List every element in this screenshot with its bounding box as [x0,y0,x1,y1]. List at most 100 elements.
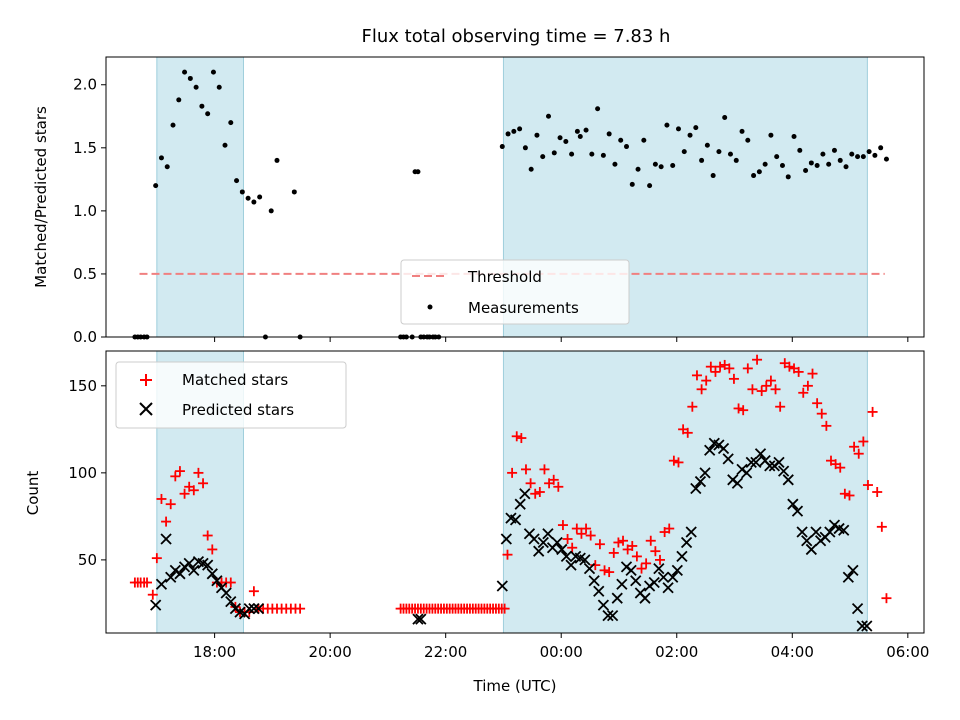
predicted-star-stroke2 [415,613,427,625]
predicted-star-stroke2 [155,578,168,590]
matched-star-point [738,405,749,416]
measurement-point [831,147,837,153]
predicted-star-stroke2 [639,592,651,604]
predicted-star-stroke2 [754,448,767,460]
predicted-star-point [787,498,799,510]
predicted-star-point [533,545,545,557]
matched-star-point [802,380,813,391]
predicted-star-point [662,582,674,594]
measurement-point [791,133,797,139]
predicted-star-stroke2 [777,465,790,477]
measurement-point [878,145,884,151]
legend-matched-label: Matched stars [182,371,288,389]
predicted-star-point [188,564,200,576]
y-tick-label: 1.5 [73,139,97,157]
top-legend-box [400,259,630,325]
matched-star-point [645,535,656,546]
measurement-point [751,173,757,179]
matched-star-point [170,471,181,482]
predicted-star-stroke2 [220,587,232,599]
top-y-axis-label: Matched/Predicted stars [32,106,50,288]
matched-star-point [193,467,204,478]
matched-star-point [812,398,823,409]
predicted-star-stroke2 [750,456,762,469]
predicted-star-stroke2 [551,536,563,549]
top-legend: Threshold Measurements [400,259,630,325]
measurement-point [733,157,739,163]
predicted-star-point [722,453,734,465]
measurement-point [205,111,211,117]
matched-star-point [613,537,624,548]
predicted-star-point [593,585,605,597]
predicted-star-point [625,564,637,576]
predicted-star-stroke2 [801,535,813,547]
measurement-point [704,142,710,148]
top-x-ticks [214,337,909,342]
predicted-star-stroke2 [160,533,172,545]
predicted-star-point [639,592,651,604]
matched-star-point [499,603,510,614]
matched-star-point [862,480,873,491]
measurement-point [762,161,768,167]
measurement-point [745,137,751,143]
matched-star-point [733,403,744,414]
predicted-star-point [412,613,424,625]
predicted-star-point [851,602,864,615]
predicted-star-point [810,526,822,538]
matched-star-point [202,530,213,541]
predicted-star-point [801,535,813,547]
matched-star-point [248,586,259,597]
predicted-star-stroke2 [500,533,512,545]
predicted-star-stroke2 [764,460,776,472]
matched-star-point [742,363,753,374]
matched-star-point [807,368,818,379]
measurement-point [664,122,670,128]
matched-star-point [701,375,712,386]
predicted-star-stroke2 [248,602,260,615]
predicted-star-point [202,559,214,571]
predicted-star-stroke2 [606,609,619,622]
predicted-star-point [667,571,679,583]
predicted-star-stroke2 [174,568,186,580]
matched-star-point [770,384,781,395]
matched-star-point [765,375,776,386]
matched-star-point [581,523,592,534]
measurement-point [693,125,699,131]
matched-star-point [604,567,615,578]
matched-star-point [867,406,878,417]
measurement-point [268,208,274,214]
predicted-star-point [556,543,568,556]
predicted-star-stroke2 [847,564,859,576]
matched-star-point [530,488,541,499]
predicted-star-point [630,575,642,587]
predicted-star-point [500,533,512,545]
x-axis-label: Time (UTC) [473,677,557,695]
matched-star-point [654,554,665,565]
measurement-point [843,164,849,170]
matched-star-point [876,521,887,532]
measurement-point [528,166,534,172]
matched-star-point [576,528,587,539]
measurement-point [569,151,575,157]
measurement-point [820,151,826,157]
predicted-star-stroke2 [722,453,734,465]
measurement-point [222,142,228,148]
predicted-star-stroke2 [565,559,577,571]
predicted-star-point [252,602,265,615]
predicted-star-stroke2 [556,543,568,556]
predicted-star-stroke2 [533,545,545,557]
x-tick-label: 06:00 [886,643,929,661]
measurement-point [574,128,580,134]
predicted-star-stroke2 [861,620,873,632]
predicted-star-point [588,575,600,587]
measurement-point [727,151,733,157]
matched-star-point [881,593,892,604]
y-tick-label: 2.0 [73,76,97,94]
predicted-star-stroke2 [704,444,716,456]
count-points [129,354,892,632]
matched-star-point [539,464,550,475]
predicted-star-stroke2 [588,575,600,587]
matched-star-point [872,487,883,497]
matched-star-point [618,535,629,546]
matched-star-point [165,499,176,510]
